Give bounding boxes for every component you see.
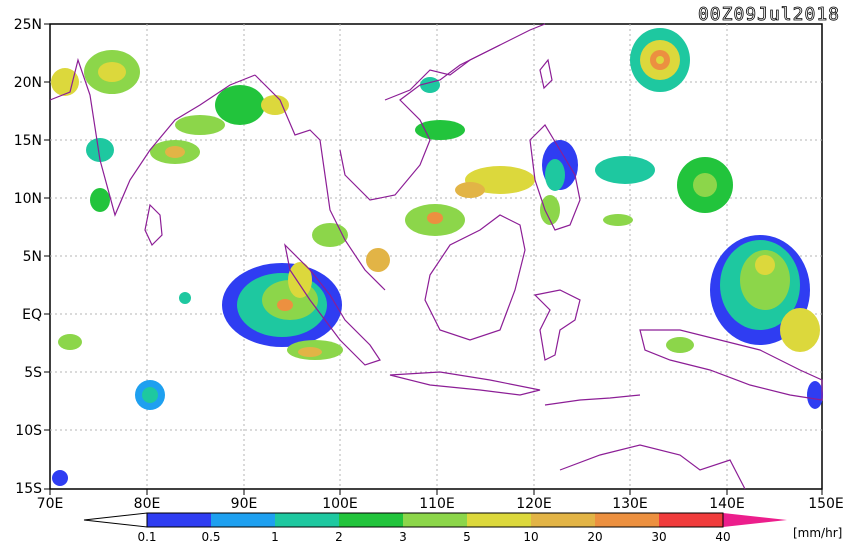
lat-label: 20N (14, 75, 42, 91)
lon-label: 140E (709, 496, 745, 512)
colorbar-segment (147, 513, 211, 527)
coastlines (49, 23, 823, 490)
units-label: [mm/hr] (793, 526, 842, 540)
axis-ticks (44, 23, 823, 495)
lon-labels: 70E 80E 90E 100E 110E 120E 130E 140E 150… (37, 496, 844, 512)
precip-field (51, 28, 823, 486)
colorbar-label: 40 (715, 530, 730, 544)
colorbar-segment (531, 513, 595, 527)
colorbar-segment (339, 513, 403, 527)
colorbar-segment (595, 513, 659, 527)
colorbar-label: 30 (651, 530, 666, 544)
colorbar-label: 5 (463, 530, 471, 544)
lon-label: 70E (37, 496, 64, 512)
lat-label: 15S (15, 481, 42, 497)
lon-label: 150E (808, 496, 844, 512)
lon-label: 100E (322, 496, 358, 512)
lon-label: 130E (612, 496, 648, 512)
colorbar-label: 10 (523, 530, 538, 544)
colorbar-high-arrow (723, 513, 787, 527)
lon-label: 110E (419, 496, 455, 512)
colorbar-segment (403, 513, 467, 527)
lat-label: 5S (24, 365, 42, 381)
lat-label: 15N (14, 133, 42, 149)
colorbar-label: 3 (399, 530, 407, 544)
lat-labels: 25N 20N 15N 10N 5N EQ 5S 10S 15S (14, 17, 42, 497)
map-title: 00Z09Jul2018 (698, 4, 840, 25)
lon-label: 80E (134, 496, 161, 512)
lat-label: 25N (14, 17, 42, 33)
colorbar-segment (275, 513, 339, 527)
lon-label: 90E (231, 496, 258, 512)
colorbar: 0.1 0.5 1 2 3 5 10 20 30 40 [mm/hr] (83, 512, 842, 544)
colorbar-segment (467, 513, 531, 527)
lat-label: 10N (14, 191, 42, 207)
lat-label: EQ (22, 307, 42, 323)
lat-label: 10S (15, 423, 42, 439)
lat-label: 5N (23, 249, 42, 265)
colorbar-label: 2 (335, 530, 343, 544)
colorbar-label: 20 (587, 530, 602, 544)
colorbar-label: 0.1 (137, 530, 156, 544)
colorbar-low-arrow (83, 512, 148, 528)
colorbar-segment (659, 513, 723, 527)
colorbar-label: 0.5 (201, 530, 220, 544)
lon-label: 120E (516, 496, 552, 512)
colorbar-label: 1 (271, 530, 279, 544)
colorbar-segment (211, 513, 275, 527)
